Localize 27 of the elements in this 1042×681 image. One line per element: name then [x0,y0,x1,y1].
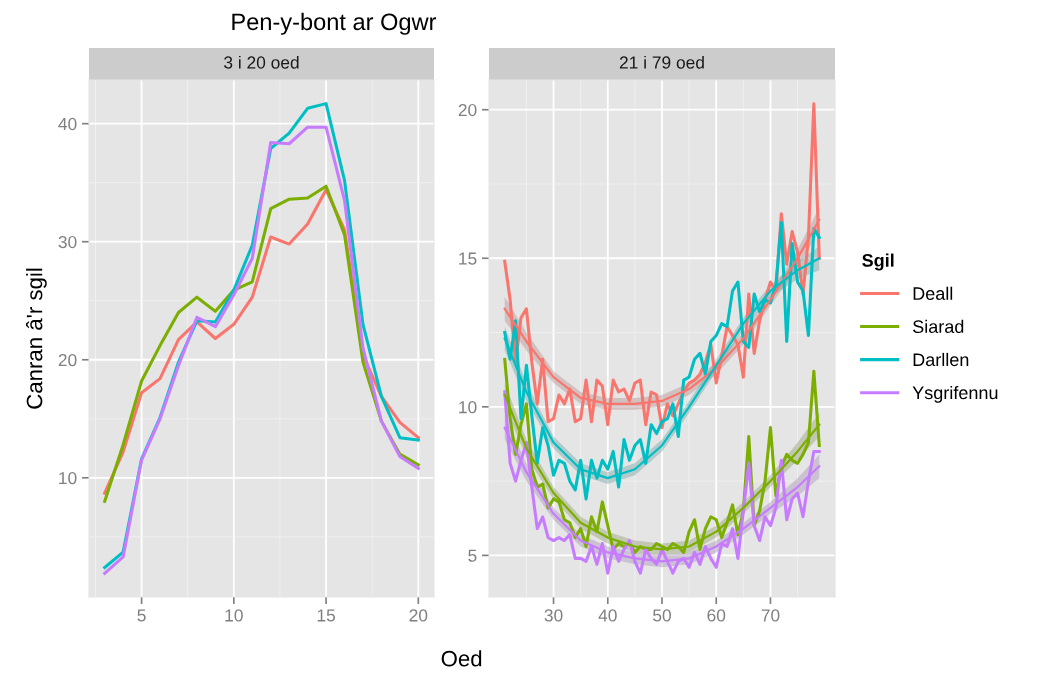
legend-label: Ysgrifennu [912,385,998,403]
legend-label: Siarad [913,319,964,334]
y-tick-label: 10 [459,401,477,414]
legend-label: Deall [913,286,953,300]
y-tick-label: 20 [58,353,77,367]
y-tick-label: 5 [468,549,477,562]
chart-subtitle: 21 i 79 oed [619,55,704,69]
chart-subtitle: 3 i 20 oed [224,55,299,69]
x-tick-label: 10 [225,609,243,622]
y-tick-label: 20 [458,103,477,117]
y-tick-label: 40 [58,117,77,131]
legend-title: Sgil [862,253,894,271]
y-tick-label: 10 [59,471,77,485]
x-axis-title: Oed [441,650,482,667]
y-tick-label: 30 [58,235,77,249]
x-tick-label: 60 [707,609,726,622]
x-tick-label: 40 [598,609,617,622]
x-tick-label: 50 [653,609,671,622]
x-tick-label: 5 [137,609,146,622]
x-tick-label: 20 [409,609,428,622]
legend-label: Darllen [913,352,969,367]
chart-title: Pen-y-bont ar Ogwr [232,12,437,35]
y-tick-label: 15 [459,252,477,265]
x-tick-label: 30 [544,609,563,622]
y-axis-title: Canran â'r sgil [25,268,47,409]
x-tick-label: 70 [761,609,780,622]
x-tick-label: 15 [317,609,335,622]
